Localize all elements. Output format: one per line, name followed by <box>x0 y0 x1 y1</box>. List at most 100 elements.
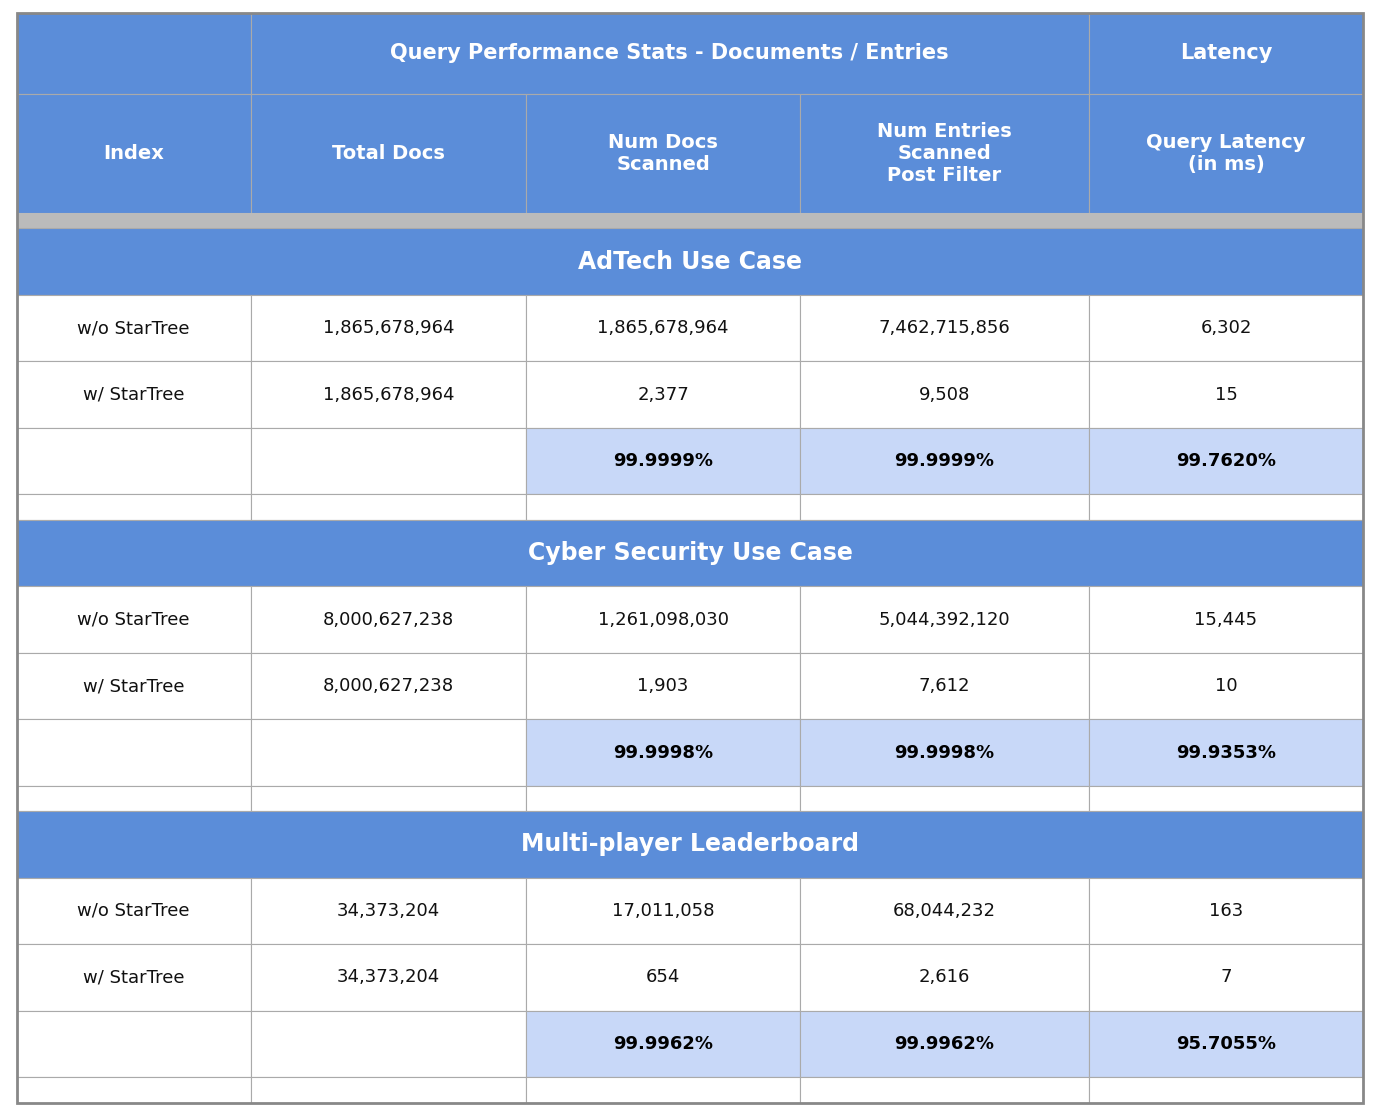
Text: 654: 654 <box>646 969 680 987</box>
Text: 1,865,678,964: 1,865,678,964 <box>323 319 454 337</box>
Text: 95.7055%: 95.7055% <box>1176 1035 1276 1052</box>
Bar <box>800 653 1089 720</box>
Text: 34,373,204: 34,373,204 <box>337 902 440 920</box>
Bar <box>1089 786 1363 811</box>
Bar <box>251 94 526 213</box>
Bar <box>251 1077 526 1103</box>
Bar <box>800 877 1089 944</box>
Text: 99.9353%: 99.9353% <box>1176 743 1276 761</box>
Bar <box>800 1011 1089 1077</box>
Text: 99.9998%: 99.9998% <box>613 743 713 761</box>
Bar <box>800 786 1089 811</box>
Bar <box>251 494 526 520</box>
Bar <box>17 520 1363 586</box>
Bar <box>526 786 800 811</box>
Text: 1,865,678,964: 1,865,678,964 <box>323 386 454 404</box>
Bar <box>17 1077 251 1103</box>
Bar <box>1089 653 1363 720</box>
Bar <box>1089 1011 1363 1077</box>
Text: Query Latency
(in ms): Query Latency (in ms) <box>1147 133 1305 174</box>
Text: 99.9999%: 99.9999% <box>613 452 713 470</box>
Bar <box>1089 94 1363 213</box>
Text: 8,000,627,238: 8,000,627,238 <box>323 610 454 628</box>
Text: 2,377: 2,377 <box>638 386 689 404</box>
Text: 99.9962%: 99.9962% <box>613 1035 713 1052</box>
Bar <box>526 362 800 427</box>
Bar <box>526 944 800 1011</box>
Bar <box>251 653 526 720</box>
Bar <box>17 494 251 520</box>
Text: 99.9962%: 99.9962% <box>894 1035 995 1052</box>
Bar <box>800 1077 1089 1103</box>
Bar <box>1089 13 1363 94</box>
Bar <box>17 213 1363 229</box>
Text: Total Docs: Total Docs <box>331 144 444 163</box>
Bar <box>800 720 1089 786</box>
Bar <box>526 427 800 494</box>
Text: 2,616: 2,616 <box>919 969 970 987</box>
Text: 9,508: 9,508 <box>919 386 970 404</box>
Bar <box>526 1077 800 1103</box>
Bar <box>17 362 251 427</box>
Bar <box>17 811 1363 877</box>
Bar <box>17 229 1363 295</box>
Text: 6,302: 6,302 <box>1201 319 1252 337</box>
Bar <box>251 1011 526 1077</box>
Bar <box>17 786 251 811</box>
Text: w/o StarTree: w/o StarTree <box>77 610 190 628</box>
Text: Latency: Latency <box>1180 44 1272 64</box>
Text: Multi-player Leaderboard: Multi-player Leaderboard <box>522 833 858 856</box>
Bar <box>800 944 1089 1011</box>
Bar <box>251 786 526 811</box>
Bar <box>17 944 251 1011</box>
Text: Num Docs
Scanned: Num Docs Scanned <box>609 133 718 174</box>
Text: 15: 15 <box>1214 386 1238 404</box>
Text: Num Entries
Scanned
Post Filter: Num Entries Scanned Post Filter <box>878 122 1012 185</box>
Text: 5,044,392,120: 5,044,392,120 <box>879 610 1010 628</box>
Text: 1,865,678,964: 1,865,678,964 <box>598 319 729 337</box>
Text: Query Performance Stats - Documents / Entries: Query Performance Stats - Documents / En… <box>391 44 949 64</box>
Text: 10: 10 <box>1214 677 1238 695</box>
Bar <box>251 362 526 427</box>
Bar <box>800 362 1089 427</box>
Bar <box>526 494 800 520</box>
Text: w/o StarTree: w/o StarTree <box>77 319 190 337</box>
Bar <box>17 295 251 362</box>
Bar <box>1089 295 1363 362</box>
Text: 163: 163 <box>1209 902 1243 920</box>
Text: AdTech Use Case: AdTech Use Case <box>578 250 802 273</box>
Text: w/o StarTree: w/o StarTree <box>77 902 190 920</box>
Bar <box>800 94 1089 213</box>
Text: w/ StarTree: w/ StarTree <box>83 677 185 695</box>
Bar <box>800 494 1089 520</box>
Text: Index: Index <box>104 144 164 163</box>
Bar <box>17 720 251 786</box>
Text: 68,044,232: 68,044,232 <box>893 902 996 920</box>
Text: 99.9998%: 99.9998% <box>894 743 995 761</box>
Bar <box>17 1011 251 1077</box>
Text: 99.7620%: 99.7620% <box>1176 452 1276 470</box>
Text: 34,373,204: 34,373,204 <box>337 969 440 987</box>
Bar <box>17 877 251 944</box>
Bar <box>17 653 251 720</box>
Bar <box>526 295 800 362</box>
Bar <box>1089 944 1363 1011</box>
Text: w/ StarTree: w/ StarTree <box>83 969 185 987</box>
Bar <box>17 13 251 94</box>
Bar <box>526 653 800 720</box>
Text: 17,011,058: 17,011,058 <box>611 902 715 920</box>
Bar <box>1089 1077 1363 1103</box>
Bar <box>17 94 251 213</box>
Bar <box>251 944 526 1011</box>
Bar <box>251 13 1089 94</box>
Bar <box>1089 494 1363 520</box>
Text: 99.9999%: 99.9999% <box>894 452 995 470</box>
Bar <box>17 586 251 653</box>
Bar <box>800 427 1089 494</box>
Bar <box>1089 362 1363 427</box>
Bar <box>251 295 526 362</box>
Text: 15,445: 15,445 <box>1195 610 1257 628</box>
Bar <box>526 586 800 653</box>
Bar <box>251 427 526 494</box>
Text: 7,462,715,856: 7,462,715,856 <box>879 319 1010 337</box>
